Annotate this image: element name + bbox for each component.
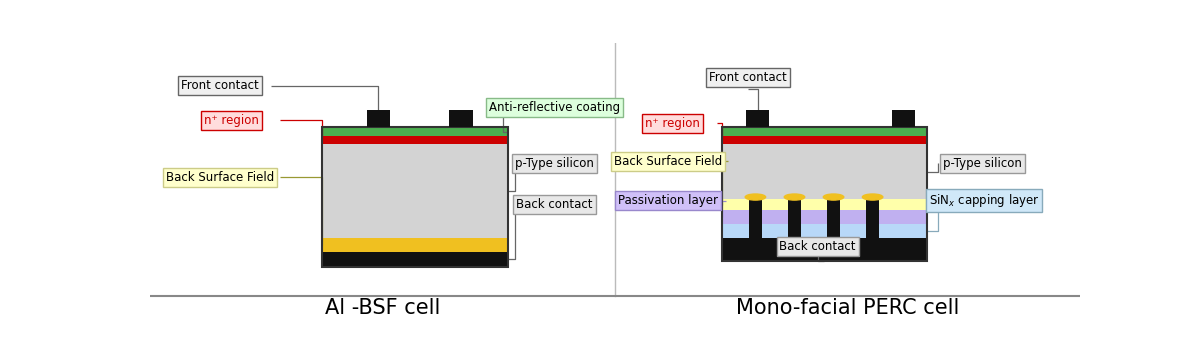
Bar <box>722 199 926 210</box>
Bar <box>322 127 508 267</box>
Circle shape <box>745 194 766 200</box>
Text: Mono-facial PERC cell: Mono-facial PERC cell <box>736 298 959 318</box>
Bar <box>450 110 473 127</box>
Text: Back Surface Field: Back Surface Field <box>614 155 722 168</box>
Bar <box>722 127 926 261</box>
Text: n⁺ region: n⁺ region <box>204 114 259 127</box>
Bar <box>722 127 926 136</box>
Bar <box>722 136 926 144</box>
Text: Al -BSF cell: Al -BSF cell <box>325 298 440 318</box>
Text: p-Type silicon: p-Type silicon <box>515 157 594 170</box>
Bar <box>892 110 916 127</box>
Bar <box>322 136 508 144</box>
Bar <box>322 252 508 267</box>
Circle shape <box>863 194 883 200</box>
Bar <box>722 224 926 238</box>
Bar <box>788 196 802 261</box>
Circle shape <box>785 194 805 200</box>
Text: Passivation layer: Passivation layer <box>618 194 718 207</box>
Text: Back Surface Field: Back Surface Field <box>166 171 274 184</box>
Bar <box>746 110 769 127</box>
Bar <box>749 196 762 261</box>
Text: Anti-reflective coating: Anti-reflective coating <box>488 101 620 114</box>
Text: Back contact: Back contact <box>780 240 856 253</box>
Bar <box>722 144 926 199</box>
Text: Front contact: Front contact <box>181 79 259 92</box>
Text: p-Type silicon: p-Type silicon <box>943 157 1021 170</box>
Circle shape <box>823 194 844 200</box>
Bar <box>866 196 880 261</box>
Text: Back contact: Back contact <box>516 198 593 211</box>
Text: SiN$_x$ capping layer: SiN$_x$ capping layer <box>929 192 1039 209</box>
Bar <box>322 238 508 252</box>
Bar <box>322 127 508 136</box>
Bar <box>722 238 926 261</box>
Bar <box>827 196 840 261</box>
Bar <box>367 110 390 127</box>
Text: n⁺ region: n⁺ region <box>646 117 700 130</box>
Bar <box>322 144 508 238</box>
Bar <box>722 210 926 224</box>
Text: Front contact: Front contact <box>709 71 787 84</box>
